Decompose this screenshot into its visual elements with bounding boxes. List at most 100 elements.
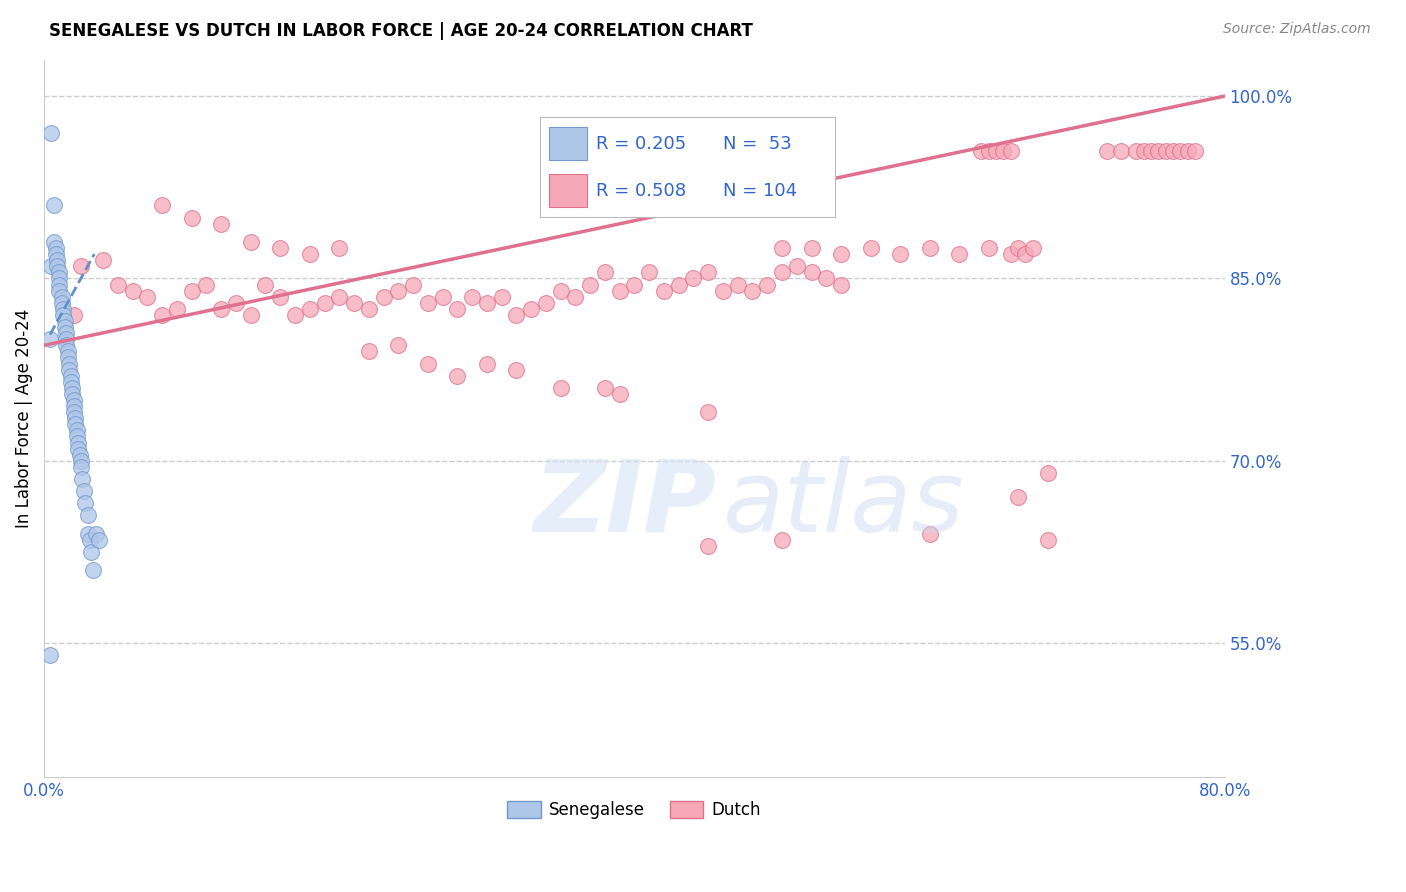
Point bbox=[314, 295, 336, 310]
Point bbox=[150, 308, 173, 322]
Point bbox=[652, 284, 675, 298]
Point bbox=[328, 241, 350, 255]
Text: ZIP: ZIP bbox=[534, 456, 717, 553]
Point bbox=[63, 411, 86, 425]
Point bbox=[682, 271, 704, 285]
Point bbox=[59, 368, 82, 383]
Point bbox=[977, 241, 1000, 255]
Point bbox=[70, 454, 93, 468]
Point bbox=[727, 277, 749, 292]
Point bbox=[1170, 144, 1192, 158]
Point bbox=[56, 351, 79, 365]
Point bbox=[70, 260, 93, 274]
Point bbox=[1140, 144, 1163, 158]
Point bbox=[609, 284, 631, 298]
Point bbox=[269, 290, 291, 304]
Point bbox=[461, 290, 484, 304]
Point bbox=[623, 277, 645, 292]
Point bbox=[39, 648, 62, 663]
Point bbox=[55, 332, 77, 346]
Point bbox=[770, 241, 793, 255]
Point bbox=[830, 277, 852, 292]
Point bbox=[343, 295, 366, 310]
Point bbox=[72, 472, 94, 486]
Point bbox=[44, 235, 66, 249]
Point bbox=[284, 308, 307, 322]
Point bbox=[84, 526, 107, 541]
Point bbox=[432, 290, 454, 304]
Point bbox=[180, 284, 202, 298]
Point bbox=[73, 484, 96, 499]
Point bbox=[41, 126, 63, 140]
Point bbox=[579, 277, 602, 292]
Point bbox=[53, 314, 76, 328]
Point bbox=[62, 308, 84, 322]
Point bbox=[1014, 247, 1036, 261]
Point bbox=[166, 301, 188, 316]
Point bbox=[918, 241, 941, 255]
Point bbox=[67, 442, 90, 456]
Point bbox=[48, 284, 70, 298]
Point bbox=[52, 308, 75, 322]
Point bbox=[48, 271, 70, 285]
Point bbox=[298, 301, 321, 316]
Point bbox=[984, 144, 1007, 158]
Point bbox=[48, 277, 70, 292]
Point bbox=[770, 265, 793, 279]
Point bbox=[59, 375, 82, 389]
Point bbox=[77, 526, 100, 541]
Point bbox=[56, 344, 79, 359]
Point bbox=[1036, 533, 1059, 547]
Point bbox=[62, 392, 84, 407]
Point bbox=[45, 247, 67, 261]
Point bbox=[65, 424, 87, 438]
Point bbox=[357, 301, 380, 316]
Point bbox=[977, 144, 1000, 158]
Point bbox=[1022, 241, 1045, 255]
Point bbox=[1161, 144, 1184, 158]
Point bbox=[79, 533, 101, 547]
Point bbox=[87, 533, 110, 547]
Point bbox=[45, 241, 67, 255]
Point bbox=[58, 357, 80, 371]
Point bbox=[786, 260, 808, 274]
Point bbox=[51, 290, 73, 304]
Point bbox=[1000, 247, 1022, 261]
Point bbox=[446, 368, 468, 383]
Point bbox=[60, 387, 83, 401]
Text: SENEGALESE VS DUTCH IN LABOR FORCE | AGE 20-24 CORRELATION CHART: SENEGALESE VS DUTCH IN LABOR FORCE | AGE… bbox=[49, 22, 754, 40]
Point bbox=[416, 357, 439, 371]
Point bbox=[593, 381, 616, 395]
Point bbox=[416, 295, 439, 310]
Point bbox=[711, 284, 734, 298]
Point bbox=[889, 247, 911, 261]
Point bbox=[593, 265, 616, 279]
Point bbox=[46, 260, 69, 274]
Point bbox=[67, 435, 90, 450]
Point bbox=[107, 277, 129, 292]
Point bbox=[815, 271, 838, 285]
Point bbox=[328, 290, 350, 304]
Point bbox=[1154, 144, 1177, 158]
Point bbox=[150, 198, 173, 212]
Point bbox=[373, 290, 395, 304]
Point bbox=[48, 265, 70, 279]
Point bbox=[505, 362, 527, 376]
Point bbox=[520, 301, 543, 316]
Point bbox=[1095, 144, 1118, 158]
Point bbox=[402, 277, 425, 292]
Point bbox=[225, 295, 247, 310]
Point bbox=[44, 198, 66, 212]
Point bbox=[550, 381, 572, 395]
Point bbox=[505, 308, 527, 322]
Point bbox=[62, 399, 84, 413]
Point bbox=[609, 387, 631, 401]
Point bbox=[387, 284, 409, 298]
Point bbox=[1007, 490, 1029, 504]
Point bbox=[800, 241, 823, 255]
Point bbox=[756, 277, 779, 292]
Point bbox=[65, 429, 87, 443]
Point bbox=[69, 448, 91, 462]
Point bbox=[475, 357, 498, 371]
Point bbox=[41, 260, 63, 274]
